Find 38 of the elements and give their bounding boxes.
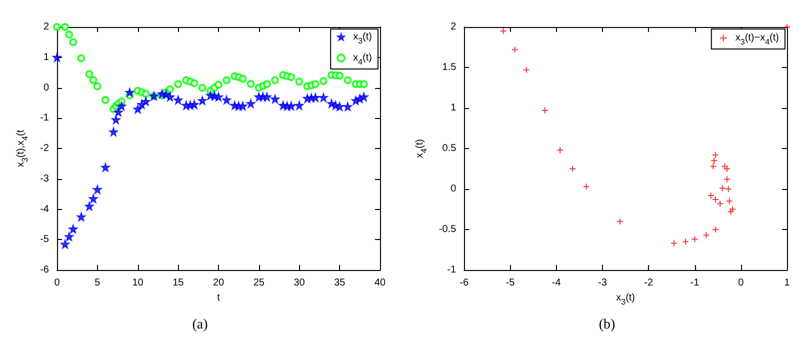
y-tick-label: -1 (40, 112, 50, 124)
y-tick-label: 1.5 (442, 62, 457, 73)
y-tick-label: -1 (447, 264, 457, 276)
x-tick-label: 5 (94, 278, 101, 288)
y-tick-label: -3 (40, 173, 50, 184)
y-tick-label: -5 (40, 234, 50, 246)
y-tick-label: 2 (43, 22, 50, 32)
x-tick-label: 25 (253, 278, 265, 288)
y-tick-label: 0 (450, 184, 457, 194)
y-tick-label: 1 (43, 52, 50, 63)
text: (a) (192, 318, 208, 332)
y-tick-label: -6 (40, 264, 50, 276)
y-tick-label: 0.5 (442, 143, 457, 154)
y-tick-label: -4 (40, 204, 50, 215)
x-axis-title: t (217, 292, 220, 304)
text: (b) (598, 318, 616, 332)
x-tick-label: 40 (374, 278, 386, 288)
x-tick-label: 20 (212, 278, 224, 288)
y-axis-title: x4(t) (414, 139, 428, 158)
x-tick-label: -5 (506, 278, 516, 288)
x-tick-label: -1 (690, 278, 700, 288)
x-tick-label: 1 (784, 278, 790, 288)
y-tick-label: 0 (43, 82, 50, 94)
x-tick-label: -6 (460, 278, 470, 288)
x-tick-label: -3 (598, 278, 608, 288)
x-tick-label: 10 (132, 278, 144, 288)
x-tick-label: 15 (172, 278, 184, 288)
x-tick-label: 0 (54, 278, 60, 288)
y-tick-label: 2 (450, 22, 457, 32)
y-axis-title: x3(t),x4(t (16, 130, 30, 168)
y-tick-label: 1 (450, 102, 457, 114)
x-tick-label: 35 (334, 278, 346, 288)
x-tick-label: 0 (738, 278, 744, 288)
x-tick-label: -2 (644, 278, 654, 288)
y-tick-label: -0.5 (438, 224, 457, 235)
x-tick-label: -4 (552, 278, 562, 288)
y-tick-label: -2 (40, 143, 50, 154)
x-tick-label: 30 (294, 278, 306, 288)
